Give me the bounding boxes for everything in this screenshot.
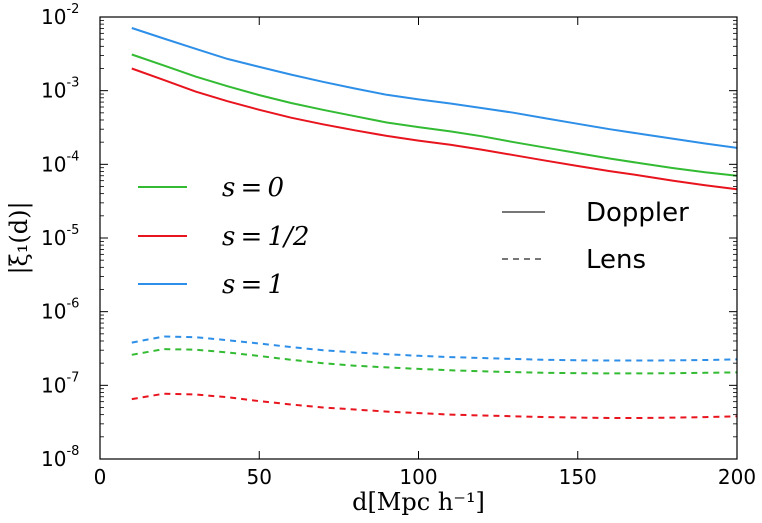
x-axis-label: d[Mpc h⁻¹] bbox=[352, 488, 485, 516]
y-tick-label-6: 10-2 bbox=[41, 2, 79, 29]
series-line-0 bbox=[131, 53, 738, 177]
y-axis-label: |ξ₁(d)| bbox=[5, 201, 34, 274]
y-tick-label-1: 10-7 bbox=[41, 370, 79, 397]
series-line-4 bbox=[131, 392, 738, 419]
series-line-2 bbox=[131, 27, 738, 149]
x-tick-label-3: 150 bbox=[559, 465, 597, 489]
y-tick-label-2: 10-6 bbox=[41, 297, 79, 324]
x-tick-label-0: 0 bbox=[94, 465, 107, 489]
y-tick-label-4: 10-4 bbox=[41, 149, 79, 176]
x-tick-label-2: 100 bbox=[399, 465, 437, 489]
legend-style-label-0: Doppler bbox=[586, 198, 689, 228]
x-tick-label-1: 50 bbox=[247, 465, 272, 489]
series-line-3 bbox=[131, 348, 738, 375]
legend-label-1: s = 1/2 bbox=[222, 222, 309, 252]
y-tick-label-0: 10-8 bbox=[41, 444, 79, 471]
y-tick-label-3: 10-5 bbox=[41, 223, 79, 250]
plot-lines bbox=[131, 27, 738, 419]
legend-label-0: s = 0 bbox=[222, 173, 284, 203]
series-line-5 bbox=[131, 335, 738, 362]
legend-style-label-1: Lens bbox=[586, 245, 646, 275]
legend-label-2: s = 1 bbox=[222, 270, 284, 300]
legend: s = 0 s = 1/2 s = 1 Doppler Lens bbox=[138, 173, 689, 300]
series-line-1 bbox=[131, 67, 738, 191]
ticks: 0 50 100 150 200 10-8 10-7 10-6 10-5 10-4 10-3 10-2 bbox=[41, 2, 756, 489]
x-tick-label-4: 200 bbox=[718, 465, 756, 489]
plot-frame bbox=[99, 16, 738, 460]
y-tick-label-5: 10-3 bbox=[41, 76, 79, 103]
